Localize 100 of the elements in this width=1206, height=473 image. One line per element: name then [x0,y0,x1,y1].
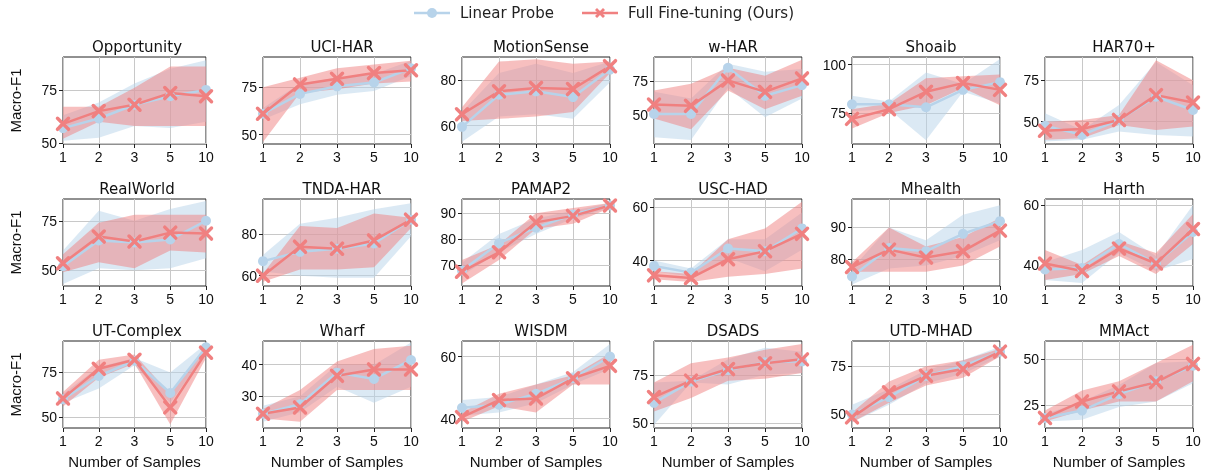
point [163,85,178,101]
x-tick-label: 5 [959,291,968,307]
point [881,101,897,117]
y-tick-label: 50 [1023,351,1040,368]
y-tick-label: 80 [241,226,258,243]
point [1148,87,1164,103]
point [918,84,934,100]
x-tick-label: 5 [370,433,379,449]
y-tick-label: 40 [440,410,457,427]
y-tick-label: 75 [830,358,847,375]
y-tick-label: 70 [440,257,457,274]
y-tick-label: 50 [41,409,58,426]
y-tick-label: 90 [440,205,457,222]
x-tick-label: 10 [602,291,618,307]
point [403,362,419,377]
x-tick-label: 5 [1152,149,1161,165]
x-tick-label: 2 [296,149,305,165]
point [258,256,268,267]
point [847,271,857,282]
y-axis-title: Macro-F1 [7,352,24,417]
point [165,388,176,399]
point [921,102,931,113]
x-tick-label: 5 [1152,433,1161,449]
x-tick-label: 2 [687,291,696,307]
point [847,99,857,110]
x-tick-label: 2 [1078,149,1087,165]
point [403,62,419,78]
point [329,368,345,384]
chart-title: MMAct [1098,321,1150,340]
point [646,97,662,112]
x-tick-label: 10 [794,291,810,307]
y-tick-label: 80 [440,231,457,248]
x-tick-label: 3 [130,149,139,165]
point [958,228,968,239]
x-tick-label: 2 [296,433,305,449]
x-tick-label: 2 [885,433,894,449]
chart-title: MotionSense [492,37,590,56]
point [198,89,214,104]
x-tick-label: 5 [959,149,968,165]
y-tick-label: 75 [241,79,258,96]
x-tick-label: 3 [724,291,733,307]
x-tick-label: 1 [650,149,659,165]
point [163,225,178,240]
y-tick-label: 100 [822,56,847,73]
point [602,358,618,374]
y-tick-label: 60 [440,117,457,134]
chart-title: UTD-MHAD [889,321,973,340]
y-tick-label: 60 [632,199,649,216]
point [295,88,305,99]
point [255,268,271,283]
x-axis-title: Number of Samples [1052,453,1186,470]
chart-title: UCI-HAR [310,37,374,56]
x-tick-label: 5 [959,433,968,449]
x-tick-label: 3 [333,149,342,165]
x-tick-label: 3 [333,433,342,449]
x-axis-title: Number of Samples [859,453,993,470]
point [528,391,544,406]
point [955,361,971,377]
x-tick-label: 5 [569,433,578,449]
x-tick-label: 10 [992,433,1008,449]
point [720,73,736,88]
y-tick-label: 50 [41,134,58,151]
point [683,270,699,286]
point [491,244,507,260]
point [91,103,106,119]
point [369,77,379,88]
x-tick-label: 2 [1078,291,1087,307]
x-tick-label: 3 [922,291,931,307]
point [995,216,1005,227]
y-axis-title: Macro-F1 [7,210,24,275]
point [1037,123,1053,138]
point [646,268,662,283]
point [457,402,467,413]
point [844,111,860,127]
y-tick-label: 60 [440,348,457,365]
legend-label: Full Fine-tuning (Ours) [627,4,795,22]
y-tick-label: 75 [1023,72,1040,89]
point [406,354,416,365]
point [494,238,504,249]
x-tick-label: 2 [885,291,894,307]
point [1074,263,1090,279]
y-tick-label: 90 [830,219,847,236]
chart-title: UT-Complex [92,321,183,340]
x-tick-label: 10 [992,149,1008,165]
point [198,226,214,241]
point [602,58,618,74]
x-tick-label: 1 [848,433,857,449]
point [565,208,581,224]
chart-title: Harth [1102,179,1146,198]
chart-title: HAR70+ [1092,37,1156,56]
chart-title: Shoaib [905,37,957,56]
x-tick-label: 1 [1041,291,1050,307]
x-tick-label: 10 [1185,149,1201,165]
x-tick-label: 1 [848,149,857,165]
point [794,352,810,367]
x-axis-title: Number of Samples [270,453,404,470]
point [528,215,544,230]
x-tick-label: 1 [650,433,659,449]
x-tick-label: 1 [59,291,68,307]
x-tick-label: 10 [794,433,810,449]
